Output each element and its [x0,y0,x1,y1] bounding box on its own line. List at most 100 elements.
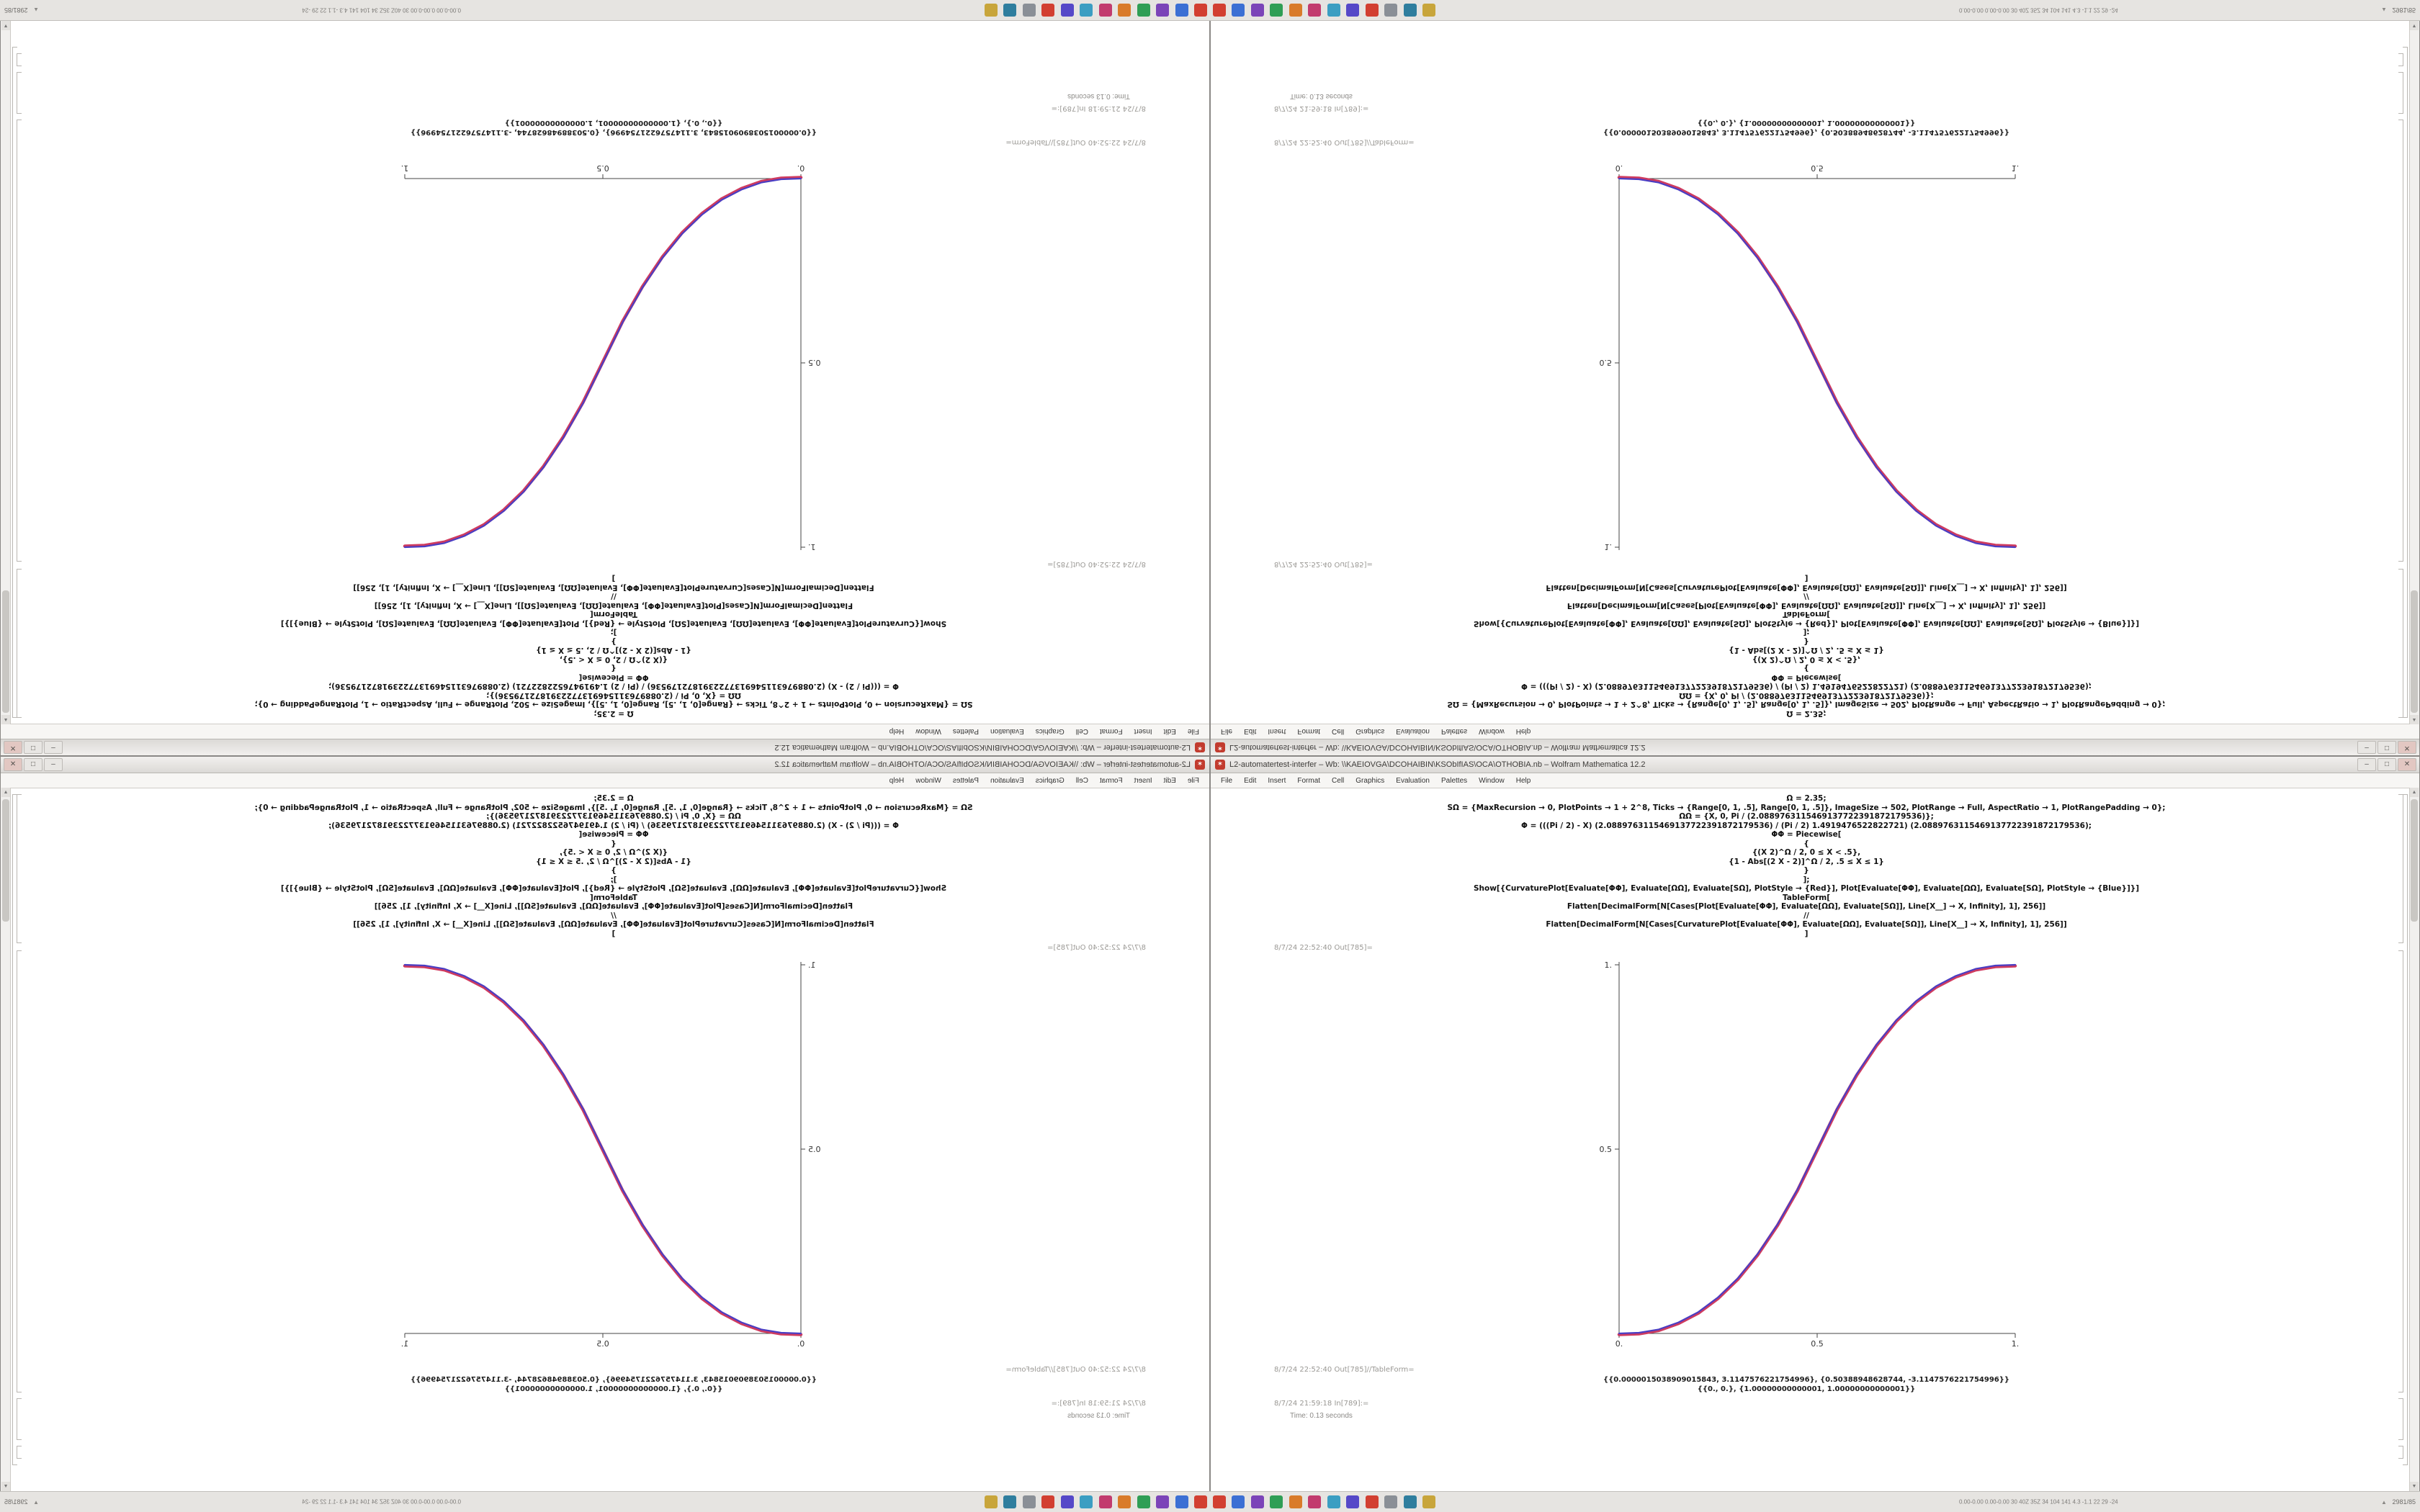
menu-item[interactable]: Insert [1268,727,1286,736]
code-line[interactable]: TableForm[ [1782,893,1830,902]
maximize-button[interactable]: □ [24,741,42,754]
taskbar-app-icon[interactable] [1232,1495,1245,1508]
menu-item[interactable]: Evaluation [1396,727,1430,736]
window-titlebar[interactable]: ✶ L2-automatertest-interfer – Wb: \\KAEI… [1211,757,2419,773]
cell-bracket-group[interactable] [2403,794,2408,1465]
menu-item[interactable]: Format [1099,727,1123,736]
menu-item[interactable]: Palettes [1441,727,1468,736]
taskbar-app-icon[interactable] [1003,1495,1017,1508]
scroll-down-icon[interactable]: ▼ [2410,21,2419,30]
tray-expander-icon[interactable]: ▲ [33,6,39,13]
window-titlebar[interactable]: ✶ L2-automatertest-interfer – Wb: \\KAEI… [1,757,1209,773]
code-line[interactable]: ] [1804,574,1809,583]
taskbar-app-icon[interactable] [1022,4,1036,17]
scrollbar-thumb[interactable] [2411,799,2418,922]
taskbar-app-icon[interactable] [985,1495,998,1508]
menu-item[interactable]: Palettes [952,776,979,785]
input-cell[interactable]: Ω = 2.35; SΩ = {MaxRecursion → 0, PlotPoi… [18,574,1209,719]
code-line[interactable]: } [1803,637,1809,646]
code-line[interactable]: {(X 2)^Ω / 2, 0 ≤ X < .5}, [559,655,668,664]
taskbar-app-icon[interactable] [1308,1495,1322,1508]
menu-item[interactable]: Evaluation [990,776,1024,785]
input-cell[interactable]: Ω = 2.35; SΩ = {MaxRecursion → 0, PlotPoi… [1211,574,2402,719]
taskbar-app-icon[interactable] [1384,1495,1398,1508]
taskbar-app-icon[interactable] [1041,1495,1055,1508]
code-line[interactable]: Show[{CurvaturePlot[Evaluate[ΦΦ], Evalua… [1473,619,2140,628]
taskbar-app-icon[interactable] [1308,4,1322,17]
code-line[interactable]: ΩΩ = {X, 0, Pi / (2.08897631154691377223… [486,812,741,821]
maximize-button[interactable]: □ [2378,758,2396,771]
menu-item[interactable]: Edit [1244,776,1257,785]
menu-item[interactable]: File [1221,727,1233,736]
code-line[interactable]: {1 - Abs[(2 X - 2)]^Ω / 2, .5 ≤ X ≤ 1} [536,857,691,866]
code-line[interactable]: ]; [1803,628,1810,637]
taskbar-app-icon[interactable] [1213,4,1226,17]
code-line[interactable]: ΩΩ = {X, 0, Pi / (2.08897631154691377223… [486,691,741,700]
taskbar-app-icon[interactable] [1270,4,1283,17]
code-line[interactable]: } [611,866,617,875]
menu-item[interactable]: Graphics [1035,727,1065,736]
cell-bracket-input[interactable] [2398,569,2403,718]
taskbar-app-icon[interactable] [1403,4,1417,17]
cell-bracket-group[interactable] [2403,47,2408,718]
close-button[interactable]: ✕ [4,758,22,771]
cell-bracket-new-input[interactable] [2398,1446,2403,1459]
code-line[interactable]: ] [611,574,616,583]
curve-plot-output[interactable]: 0. 0.5 1. 0.5 1. [1211,152,2402,559]
code-line[interactable]: {(X 2)^Ω / 2, 0 ≤ X < .5}, [559,848,668,857]
code-line[interactable]: Φ = (((Pi / 2) - X) (2.08897631154691377… [1521,682,2092,691]
code-line[interactable]: ΦΦ = Piecewise[ [1771,830,1842,839]
minimize-button[interactable]: – [44,741,63,754]
code-line[interactable]: { [1803,664,1809,673]
minimize-button[interactable]: – [2357,741,2376,754]
scrollbar-thumb[interactable] [2,799,9,922]
taskbar-app-icon[interactable] [1232,4,1245,17]
taskbar-app-icon[interactable] [1137,4,1150,17]
code-line[interactable]: Flatten[DecimalForm[N[Cases[CurvaturePlo… [353,583,874,592]
menu-item[interactable]: Palettes [1441,776,1468,785]
close-button[interactable]: ✕ [2398,758,2416,771]
code-line[interactable]: Ω = 2.35; [593,794,634,803]
menu-item[interactable]: Help [1515,727,1531,736]
code-line[interactable]: {(X 2)^Ω / 2, 0 ≤ X < .5}, [1752,848,1861,857]
code-line[interactable]: {(X 2)^Ω / 2, 0 ≤ X < .5}, [1752,655,1861,664]
menu-item[interactable]: Help [1515,776,1531,785]
code-line[interactable]: SΩ = {MaxRecursion → 0, PlotPoints → 1 +… [1447,803,2166,812]
taskbar-app-icon[interactable] [1384,4,1398,17]
menu-item[interactable]: Graphics [1355,776,1385,785]
scroll-down-icon[interactable]: ▼ [1,1482,10,1491]
minimize-button[interactable]: – [2357,758,2376,771]
taskbar-app-icon[interactable] [1289,1495,1302,1508]
tray-expander-icon[interactable]: ▲ [2381,6,2387,13]
scroll-up-icon[interactable]: ▲ [2410,715,2419,724]
code-line[interactable]: SΩ = {MaxRecursion → 0, PlotPoints → 1 +… [254,700,973,709]
cell-bracket-input[interactable] [17,569,22,718]
cell-bracket-plot-output[interactable] [2398,950,2403,1392]
menu-item[interactable]: Palettes [952,727,979,736]
code-line[interactable]: Flatten[DecimalForm[N[Cases[CurvaturePlo… [1546,920,2067,929]
taskbar-app-icon[interactable] [1080,4,1093,17]
close-button[interactable]: ✕ [4,741,22,754]
code-line[interactable]: Φ = (((Pi / 2) - X) (2.08897631154691377… [1521,821,2092,830]
code-line[interactable]: ] [1804,929,1809,938]
code-line[interactable]: // [611,911,617,920]
menu-item[interactable]: File [1187,727,1199,736]
vertical-scrollbar[interactable]: ▲ ▼ [2409,788,2419,1491]
taskbar-app-icon[interactable] [1175,4,1188,17]
maximize-button[interactable]: □ [2378,741,2396,754]
taskbar-app-icon[interactable] [1289,4,1302,17]
taskbar-app-icon[interactable] [1080,1495,1093,1508]
taskbar-app-icon[interactable] [1098,1495,1112,1508]
code-line[interactable]: } [1803,866,1809,875]
code-line[interactable]: Flatten[DecimalForm[N[Cases[CurvaturePlo… [1546,583,2067,592]
code-line[interactable]: ΩΩ = {X, 0, Pi / (2.08897631154691377223… [1679,691,1934,700]
cell-bracket-new-input[interactable] [2398,53,2403,66]
scroll-down-icon[interactable]: ▼ [1,21,10,30]
taskbar-app-icon[interactable] [1422,1495,1435,1508]
cell-bracket-input[interactable] [17,794,22,943]
taskbar-app-icon[interactable] [985,4,998,17]
code-line[interactable]: TableForm[ [590,893,638,902]
taskbar-app-icon[interactable] [1346,1495,1360,1508]
menu-item[interactable]: Cell [1332,776,1345,785]
menu-item[interactable]: Window [915,727,941,736]
